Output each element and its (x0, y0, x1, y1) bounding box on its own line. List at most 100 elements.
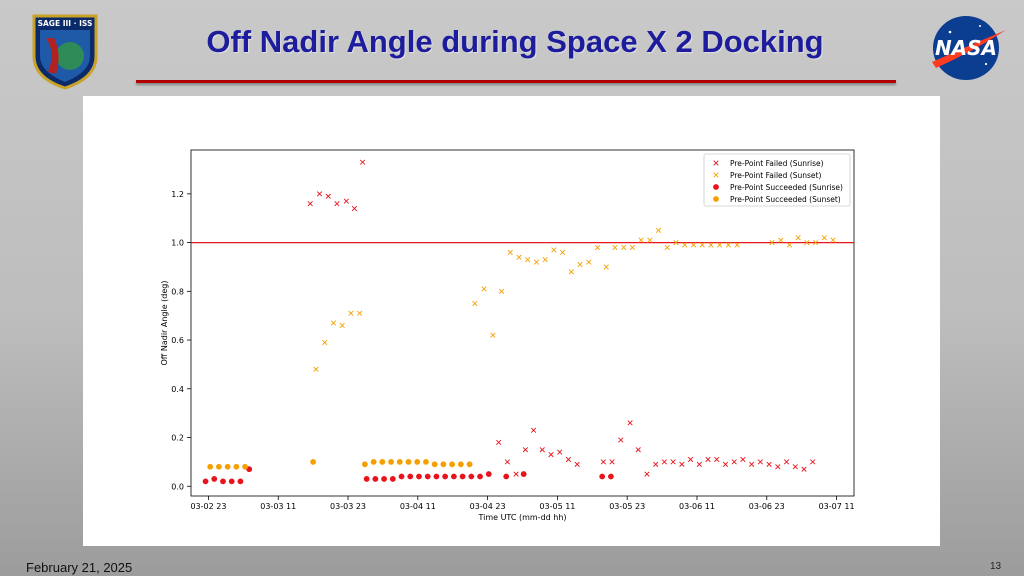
data-point-series-4 (242, 463, 248, 470)
data-point-series-2 (769, 239, 775, 246)
footer-date: February 21, 2025 (26, 560, 133, 575)
data-point-series-2 (830, 237, 836, 243)
data-point-series-2 (577, 261, 583, 268)
x-axis-label: Time UTC (mm-dd hh) (477, 513, 566, 522)
data-point-series-4 (233, 463, 240, 470)
data-point-series-3 (433, 473, 440, 480)
data-point-series-3 (450, 473, 457, 480)
data-point-series-1 (325, 193, 331, 199)
data-point-series-1 (661, 459, 668, 465)
y-tick-label: 0.8 (171, 287, 184, 296)
data-point-series-4 (310, 458, 317, 465)
page-number: 13 (990, 561, 1002, 572)
data-point-series-4 (379, 458, 386, 465)
data-point-series-2 (647, 237, 653, 243)
data-point-series-2 (621, 244, 627, 251)
data-point-series-1 (792, 464, 798, 470)
legend-marker (713, 196, 719, 202)
data-point-series-1 (749, 461, 755, 467)
data-point-series-2 (638, 237, 644, 243)
data-point-series-4 (388, 458, 394, 465)
data-point-series-2 (786, 242, 793, 248)
data-point-series-3 (389, 476, 396, 482)
data-point-series-3 (381, 476, 387, 482)
data-point-series-3 (398, 473, 405, 480)
data-point-series-1 (635, 447, 641, 453)
data-point-series-2 (717, 242, 723, 248)
data-point-series-1 (557, 449, 563, 455)
y-tick-label: 0.2 (171, 434, 184, 443)
legend-entry: Pre-Point Succeeded (Sunrise) (730, 183, 843, 192)
y-tick-label: 0.0 (171, 482, 184, 491)
x-tick-label: 03-06 23 (749, 502, 785, 511)
scatter-chart: 03-02 23 03-03 11 03-03 23 03-04 11 03-04 23… (160, 149, 855, 522)
data-point-series-4 (370, 458, 377, 465)
sage-iii-iss-mission-logo: SAGE III · ISS (26, 12, 104, 90)
data-point-series-2 (330, 320, 337, 326)
data-point-series-2 (594, 244, 601, 251)
x-tick-label: 03-04 23 (470, 502, 506, 511)
x-tick-label: 03-03 23 (330, 502, 366, 511)
data-point-series-2 (725, 242, 731, 248)
data-point-series-3 (211, 476, 218, 482)
data-point-series-1 (731, 459, 737, 465)
data-point-series-2 (804, 239, 810, 246)
data-point-series-3 (237, 478, 244, 485)
legend-marker (713, 184, 719, 190)
data-point-series-1 (359, 159, 366, 165)
legend-entry: Pre-Point Succeeded (Sunset) (730, 195, 841, 204)
data-point-series-3 (220, 478, 226, 485)
data-point-series-4 (396, 458, 403, 465)
x-tick-label: 03-07 11 (819, 502, 855, 511)
data-point-series-3 (202, 478, 209, 485)
data-point-series-1 (696, 461, 702, 467)
data-point-series-2 (655, 227, 662, 234)
data-point-series-2 (699, 242, 705, 248)
data-point-series-2 (778, 237, 784, 243)
data-point-series-3 (372, 476, 379, 482)
data-point-series-2 (682, 242, 688, 248)
data-point-series-3 (477, 473, 483, 480)
data-point-series-3 (228, 478, 235, 485)
nasa-meatball-logo: NASA (928, 12, 1008, 82)
data-point-series-2 (490, 332, 496, 338)
data-point-series-4 (431, 461, 438, 468)
data-point-series-2 (481, 286, 487, 292)
data-point-series-3 (608, 473, 614, 480)
data-point-series-3 (520, 471, 527, 477)
data-point-series-3 (485, 471, 492, 477)
x-tick-label: 03-04 11 (400, 502, 436, 511)
title-divider (136, 80, 896, 83)
data-point-series-3 (459, 473, 466, 480)
data-point-series-1 (644, 471, 650, 477)
data-point-series-2 (339, 322, 345, 329)
data-point-series-2 (708, 242, 714, 248)
legend-entry: Pre-Point Failed (Sunrise) (730, 159, 824, 168)
data-point-series-2 (348, 310, 354, 316)
data-point-series-2 (586, 259, 592, 265)
data-point-series-2 (357, 310, 363, 316)
data-point-series-1 (548, 451, 554, 458)
data-point-series-1 (679, 461, 685, 467)
legend-entry: Pre-Point Failed (Sunset) (730, 171, 821, 180)
data-point-series-2 (472, 300, 478, 307)
data-point-series-2 (542, 257, 548, 263)
data-point-series-1 (783, 459, 790, 465)
data-point-series-3 (416, 473, 422, 480)
data-point-series-2 (690, 242, 697, 248)
data-point-series-3 (363, 476, 370, 482)
data-point-series-1 (627, 420, 633, 426)
data-point-series-1 (670, 459, 676, 465)
data-point-series-2 (795, 235, 801, 241)
data-point-series-3 (468, 473, 475, 480)
data-point-series-1 (504, 459, 510, 465)
data-point-series-2 (322, 339, 328, 346)
data-point-series-2 (812, 239, 819, 246)
y-tick-label: 1.2 (171, 190, 184, 199)
data-point-series-1 (334, 200, 340, 207)
data-point-series-4 (216, 463, 222, 470)
data-point-series-2 (313, 366, 319, 372)
y-axis-label: Off Nadir Angle (deg) (160, 281, 169, 366)
data-point-series-1 (343, 198, 349, 204)
data-point-series-1 (722, 461, 729, 467)
